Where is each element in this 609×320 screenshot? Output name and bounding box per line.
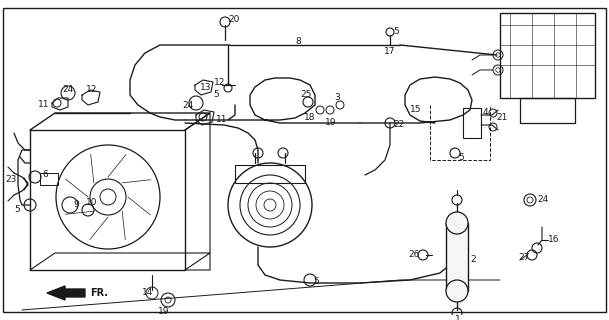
Bar [500, 13, 595, 98]
Bar [520, 98, 575, 123]
Text: 24: 24 [62, 85, 73, 94]
Text: 14: 14 [142, 288, 153, 297]
Text: 26: 26 [408, 250, 420, 259]
Text: 10: 10 [86, 198, 97, 207]
Text: 24: 24 [537, 195, 548, 204]
Text: 19: 19 [158, 307, 169, 316]
Text: 22: 22 [393, 120, 404, 129]
Text: 20: 20 [228, 15, 239, 24]
Text: 5: 5 [313, 277, 319, 286]
Text: 19: 19 [325, 118, 337, 127]
Text: 15: 15 [410, 105, 421, 114]
Text: 12: 12 [214, 78, 225, 87]
Text: 2: 2 [470, 255, 476, 264]
Text: 18: 18 [304, 113, 315, 122]
Text: 16: 16 [548, 235, 560, 244]
Bar [446, 223, 468, 291]
Text: 4: 4 [483, 108, 488, 117]
Text: 24: 24 [182, 101, 193, 110]
Text: 11: 11 [216, 115, 228, 124]
Text: 9: 9 [73, 200, 79, 209]
Text: 12: 12 [86, 85, 97, 94]
Text: 1: 1 [455, 315, 461, 320]
Text: 13: 13 [200, 83, 211, 92]
Circle shape [446, 212, 468, 234]
Text: 5: 5 [14, 205, 19, 214]
Text: 17: 17 [384, 47, 395, 56]
Bar [235, 165, 305, 183]
Bar [463, 108, 481, 138]
Bar [40, 173, 58, 185]
Circle shape [446, 280, 468, 302]
Text: 8: 8 [295, 37, 301, 46]
Text: 27: 27 [518, 253, 529, 262]
Text: 3: 3 [334, 93, 340, 102]
Text: 25: 25 [300, 90, 311, 99]
Text: 11: 11 [38, 100, 49, 109]
FancyArrow shape [47, 286, 85, 300]
Text: 23: 23 [5, 175, 16, 184]
Text: 21: 21 [496, 113, 507, 122]
Text: FR.: FR. [90, 288, 108, 298]
Text: 5: 5 [213, 90, 219, 99]
Text: 5: 5 [393, 27, 399, 36]
Text: 6: 6 [42, 170, 48, 179]
Text: 5: 5 [458, 153, 463, 162]
